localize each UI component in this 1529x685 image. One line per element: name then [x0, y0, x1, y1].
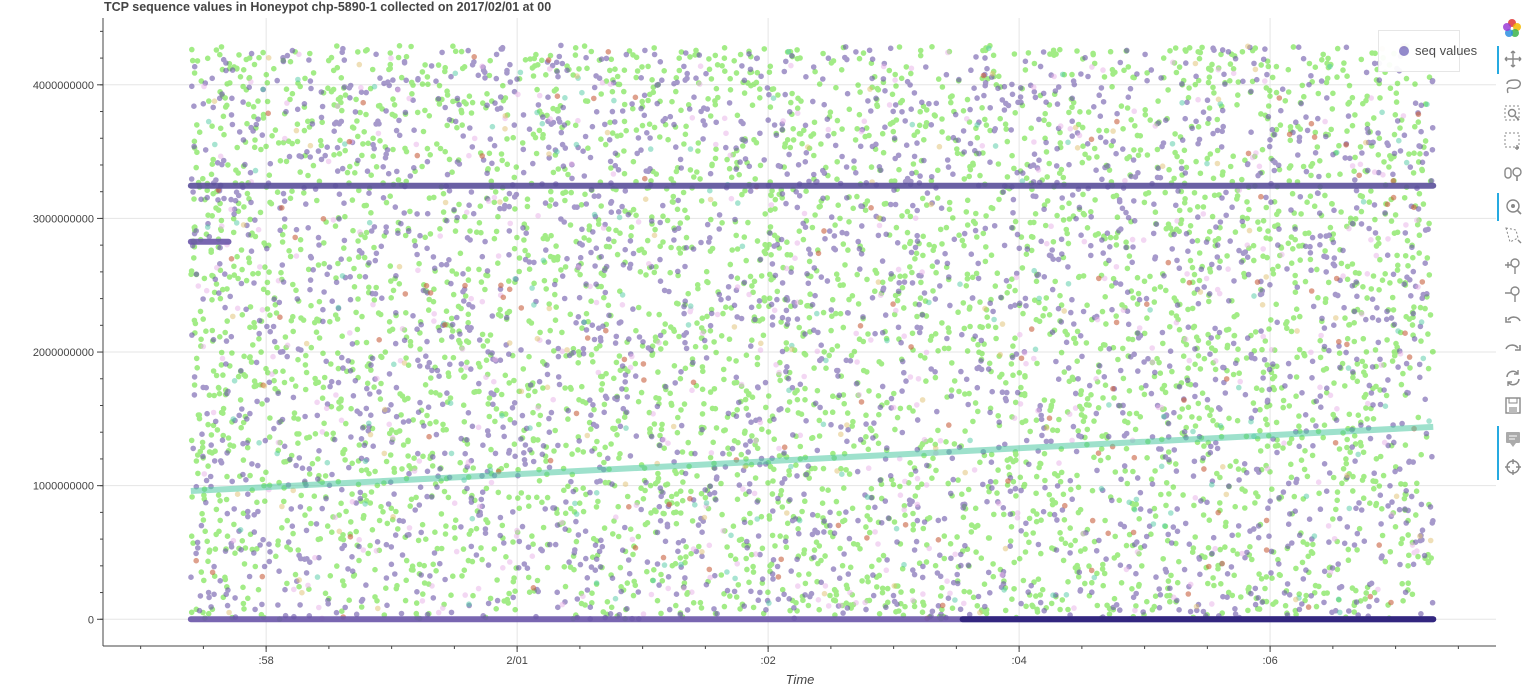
y-tick-label: 3000000000: [33, 213, 94, 225]
x-tick-label: :06: [1262, 655, 1277, 667]
scatter-points-purple: [188, 42, 1436, 623]
poly-select-icon[interactable]: [1502, 224, 1524, 246]
dense-bands: [187, 182, 1437, 623]
lasso-select-icon[interactable]: [1502, 76, 1524, 98]
active-tool-indicator: [1497, 46, 1499, 74]
active-tool-indicator: [1497, 426, 1499, 480]
zoom-out-icon[interactable]: [1502, 283, 1524, 305]
band-trend: [190, 423, 1434, 495]
x-tick-label: :02: [760, 655, 775, 667]
chart-title: TCP sequence values in Honeypot chp-5890…: [104, 0, 552, 14]
axes: [102, 18, 1496, 647]
wheel-zoom-icon[interactable]: [1502, 163, 1524, 185]
box-select-icon[interactable]: [1502, 130, 1524, 152]
zoom-in-icon[interactable]: [1502, 255, 1524, 277]
box-zoom-icon[interactable]: [1502, 103, 1524, 125]
x-tick-label: :04: [1011, 655, 1026, 667]
x-axis-ticks: :58 2/01 :02 :04 :06: [140, 646, 1459, 667]
legend-marker: [1399, 46, 1409, 56]
x-axis-label: Time: [786, 672, 815, 685]
tap-icon[interactable]: [1502, 195, 1524, 217]
pan-icon[interactable]: [1502, 48, 1524, 70]
redo-icon[interactable]: [1502, 339, 1524, 361]
y-tick-label: 0: [88, 614, 94, 626]
hover-icon[interactable]: [1502, 428, 1524, 450]
y-tick-label: 2000000000: [33, 347, 94, 359]
scatter-points: [188, 42, 1436, 623]
y-tick-label: 1000000000: [33, 481, 94, 493]
y-tick-label: 4000000000: [33, 80, 94, 92]
active-tool-indicator: [1497, 193, 1499, 221]
crosshair-icon[interactable]: [1502, 456, 1524, 478]
reset-icon[interactable]: [1502, 367, 1524, 389]
y-axis-ticks: 0 1000000000 2000000000 3000000000 400000000…: [33, 30, 103, 626]
x-tick-label: :58: [258, 655, 273, 667]
undo-icon[interactable]: [1502, 311, 1524, 333]
x-tick-label: 2/01: [506, 655, 527, 667]
bokeh-logo-icon[interactable]: [1502, 18, 1522, 38]
save-icon[interactable]: [1502, 395, 1524, 417]
legend: seq values: [1378, 30, 1477, 72]
legend-label: seq values: [1415, 43, 1478, 58]
